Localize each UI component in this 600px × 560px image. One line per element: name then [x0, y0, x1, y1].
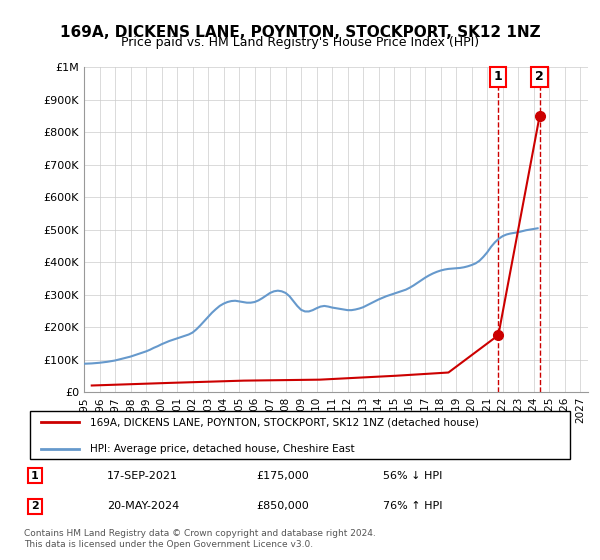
Text: 169A, DICKENS LANE, POYNTON, STOCKPORT, SK12 1NZ: 169A, DICKENS LANE, POYNTON, STOCKPORT, …: [59, 25, 541, 40]
Text: Price paid vs. HM Land Registry's House Price Index (HPI): Price paid vs. HM Land Registry's House …: [121, 36, 479, 49]
Text: 1: 1: [31, 470, 39, 480]
Text: 2: 2: [31, 501, 39, 511]
Text: 17-SEP-2021: 17-SEP-2021: [107, 470, 178, 480]
Text: 169A, DICKENS LANE, POYNTON, STOCKPORT, SK12 1NZ (detached house): 169A, DICKENS LANE, POYNTON, STOCKPORT, …: [90, 417, 479, 427]
Text: HPI: Average price, detached house, Cheshire East: HPI: Average price, detached house, Ches…: [90, 444, 355, 454]
Text: 20-MAY-2024: 20-MAY-2024: [107, 501, 179, 511]
Text: £175,000: £175,000: [256, 470, 308, 480]
Text: 76% ↑ HPI: 76% ↑ HPI: [383, 501, 442, 511]
FancyBboxPatch shape: [29, 412, 571, 459]
Text: 56% ↓ HPI: 56% ↓ HPI: [383, 470, 442, 480]
Text: 2: 2: [535, 71, 544, 83]
Text: Contains HM Land Registry data © Crown copyright and database right 2024.
This d: Contains HM Land Registry data © Crown c…: [24, 529, 376, 549]
Text: 1: 1: [494, 71, 503, 83]
Text: £850,000: £850,000: [256, 501, 308, 511]
